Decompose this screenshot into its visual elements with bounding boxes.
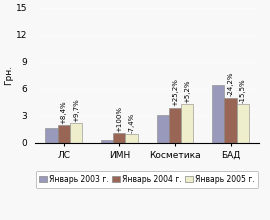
Bar (181, 104, 193, 143)
Bar (45, 128, 58, 143)
Text: +5,2%: +5,2% (184, 79, 190, 103)
Bar (125, 134, 138, 143)
Bar (157, 115, 169, 143)
Legend: Январь 2003 г., Январь 2004 г., Январь 2005 г.: Январь 2003 г., Январь 2004 г., Январь 2… (36, 171, 258, 188)
Bar (237, 104, 249, 143)
Bar (113, 133, 125, 143)
Bar (224, 98, 237, 143)
Text: +25,2%: +25,2% (172, 79, 178, 106)
Text: -7,4%: -7,4% (129, 113, 134, 133)
Bar (169, 108, 181, 143)
Text: +9,7%: +9,7% (73, 98, 79, 122)
Text: -15,5%: -15,5% (240, 78, 246, 103)
Text: -24,2%: -24,2% (228, 72, 234, 96)
Text: +100%: +100% (116, 106, 122, 132)
Bar (212, 85, 224, 143)
Bar (101, 140, 113, 143)
Text: +8,4%: +8,4% (61, 100, 67, 124)
Bar (58, 125, 70, 143)
Bar (70, 123, 82, 143)
Y-axis label: Грн.: Грн. (4, 65, 13, 85)
